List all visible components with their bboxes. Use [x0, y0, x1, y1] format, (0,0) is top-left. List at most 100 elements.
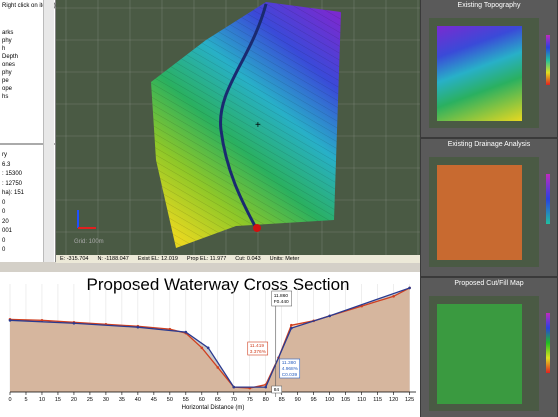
property-item: 6.3: [2, 161, 11, 168]
x-tick-label: 0: [8, 397, 11, 403]
layer-item: Depth: [2, 54, 19, 60]
thumbnail-title: Proposed Cut/Fill Map: [454, 280, 524, 287]
annotation-text: C0.039: [282, 372, 298, 378]
annotation-text: 4.968%: [282, 366, 299, 372]
x-tick-label: 65: [215, 397, 221, 403]
annotation-text: 84: [274, 387, 280, 393]
layer-item: hs: [2, 94, 9, 100]
status-item: E: -315.704: [60, 256, 89, 262]
layer-item: phy: [2, 38, 12, 44]
property-item: 001: [2, 228, 13, 234]
x-tick-label: 70: [231, 397, 237, 403]
x-tick-label: 90: [295, 397, 301, 403]
center-cross: +: [255, 120, 261, 131]
cut-fill: [437, 304, 522, 404]
profile-vertex: [40, 319, 44, 322]
profile-vertex: [216, 366, 220, 369]
profile-vertex: [290, 323, 293, 327]
profile-vertex: [136, 325, 140, 329]
x-tick-label: 35: [119, 397, 125, 403]
waterway: [219, 3, 268, 229]
property-item: 0: [2, 237, 6, 244]
x-tick-label: 115: [373, 397, 382, 403]
legend-bar: [546, 313, 550, 373]
grid-label: Grid: 100m: [74, 239, 104, 245]
thumbnail[interactable]: Proposed Cut/Fill Map: [421, 278, 557, 417]
status-item: N: -1188.047: [97, 256, 129, 262]
x-tick-label: 5: [24, 397, 27, 403]
x-tick-label: 40: [135, 397, 141, 403]
panel-header: Right click on items): [2, 3, 56, 9]
annotation-text: 3.376%: [250, 349, 267, 355]
cursor-point: [253, 224, 261, 232]
x-tick-label: 75: [247, 397, 253, 403]
thumbnail-title: Existing Topography: [457, 2, 521, 9]
x-tick-label: 95: [311, 397, 317, 403]
cross-section-chart: Proposed Waterway Cross Section 0 5 10 15 20…: [0, 264, 420, 417]
profile-vertex: [72, 321, 76, 325]
profile-vertex: [232, 385, 236, 389]
annotation-box: [247, 341, 269, 356]
annotation-box: [271, 385, 282, 394]
x-tick-label: 45: [151, 397, 157, 403]
thumbnail-title: Existing Drainage Analysis: [447, 141, 531, 148]
status-bar: E: -315.704 N: -1188.047 Exist EL: 12.019 P…: [56, 255, 420, 263]
profile-vertex: [184, 330, 188, 334]
profile-vertex: [328, 314, 331, 318]
ground-fill: [10, 287, 410, 392]
x-tick-label: 100: [325, 397, 334, 403]
layer-item: arks: [2, 30, 14, 36]
x-tick-label: 110: [357, 397, 366, 403]
topography: [437, 26, 522, 121]
x-tick-label: 105: [341, 397, 350, 403]
annotation-text: F0.440: [274, 299, 289, 305]
status-item: Cut: 0.043: [235, 256, 261, 262]
splitter: [0, 143, 55, 145]
cut-fill-area: [10, 287, 410, 392]
profile-vertex: [8, 319, 12, 322]
status-item: Exist EL: 12.019: [137, 256, 178, 262]
property-item: 20: [2, 218, 9, 225]
x-tick-label: 60: [199, 397, 205, 403]
x-tick-label: 50: [167, 397, 173, 403]
map-view[interactable]: + Grid: 100m: [56, 0, 420, 262]
drainage: [437, 165, 522, 260]
x-tick-label: 120: [389, 397, 398, 403]
layer-panel: Right click on items) arks phy h Depth ones p…: [0, 0, 56, 262]
layer-item: ones: [2, 62, 16, 68]
x-tick-label: 85: [279, 397, 285, 403]
annotation-text: 11.860: [274, 293, 289, 299]
thumbnail[interactable]: Existing Topography: [421, 0, 557, 137]
thumb-image: [429, 157, 539, 267]
contours: [151, 2, 341, 248]
legend-bar: [546, 174, 550, 224]
legend-bar: [546, 35, 550, 85]
annotation-text: 11.380: [282, 360, 297, 366]
property-item: 0: [2, 199, 6, 206]
profile-vertex: [290, 326, 293, 330]
thumbnail[interactable]: Existing Drainage Analysis: [421, 139, 557, 276]
profile-vertex: [206, 346, 210, 350]
x-tick-label: 20: [71, 397, 77, 403]
divider: [0, 264, 420, 272]
scrollbar[interactable]: [43, 0, 54, 262]
x-axis-label: Horizontal Distance (m): [182, 405, 245, 411]
x-tick-label: 30: [103, 397, 109, 403]
x-tick-label: 55: [183, 397, 189, 403]
profile-vertex: [392, 294, 395, 298]
profile-line: [9, 287, 410, 388]
status-item: Units: Meter: [269, 256, 300, 262]
profile-vertex: [200, 346, 204, 350]
x-tick-label: 15: [55, 397, 61, 403]
profile-vertex: [408, 286, 411, 290]
thumbnail-panel: Existing Topography Existing Drainage An…: [420, 0, 558, 417]
layer-item: h: [2, 46, 6, 52]
annotation-text: 11.419: [250, 343, 265, 349]
layer-item: ope: [2, 86, 13, 92]
property-item: 0: [2, 209, 6, 215]
layer-item: phy: [2, 70, 12, 76]
property-item: 0: [2, 247, 6, 253]
annotation-box: [279, 358, 301, 379]
x-tick-label: 80: [263, 397, 269, 403]
